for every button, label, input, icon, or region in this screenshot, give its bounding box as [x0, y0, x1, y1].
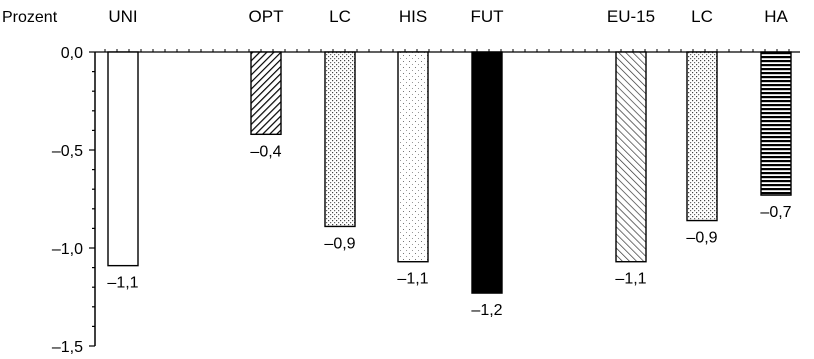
y-tick-label: 0,0 — [61, 45, 83, 62]
data-label: –0,9 — [324, 235, 355, 252]
category-label: EU-15 — [607, 7, 655, 26]
data-label: –1,2 — [471, 302, 502, 319]
bars-group — [107, 51, 792, 294]
bar-opt — [250, 51, 282, 136]
bar-eu-15 — [615, 51, 647, 263]
bar-his — [397, 51, 429, 263]
bar-fut — [471, 51, 503, 294]
y-tick-label: –1,0 — [52, 241, 83, 258]
category-label: HIS — [399, 7, 427, 26]
data-label: –0,9 — [686, 230, 717, 247]
category-label: FUT — [470, 7, 503, 26]
data-labels: –1,1 –0,4 –0,9 –1,1 –1,2 –1,1 –0,9 –0,7 — [107, 143, 791, 319]
bar-lc — [686, 51, 718, 222]
data-label: –0,4 — [250, 143, 281, 160]
y-tick-label: –0,5 — [52, 143, 83, 160]
y-axis: 0,0 –0,5 –1,0 –1,5 — [52, 45, 800, 356]
data-label: –0,7 — [760, 204, 791, 221]
category-label: UNI — [108, 7, 137, 26]
category-label: LC — [329, 7, 351, 26]
y-axis-unit-label: Prozent — [2, 9, 58, 26]
category-labels: UNI OPT LC HIS FUT EU-15 LC HA — [108, 7, 788, 26]
bar-lc — [324, 51, 356, 228]
data-label: –1,1 — [615, 271, 646, 288]
data-label: –1,1 — [397, 271, 428, 288]
category-label: LC — [691, 7, 713, 26]
bar-uni — [107, 51, 139, 267]
data-label: –1,1 — [107, 275, 138, 292]
y-tick-label: –1,5 — [52, 339, 83, 356]
category-label: HA — [764, 7, 788, 26]
category-label: OPT — [249, 7, 284, 26]
bar-ha — [760, 51, 792, 196]
